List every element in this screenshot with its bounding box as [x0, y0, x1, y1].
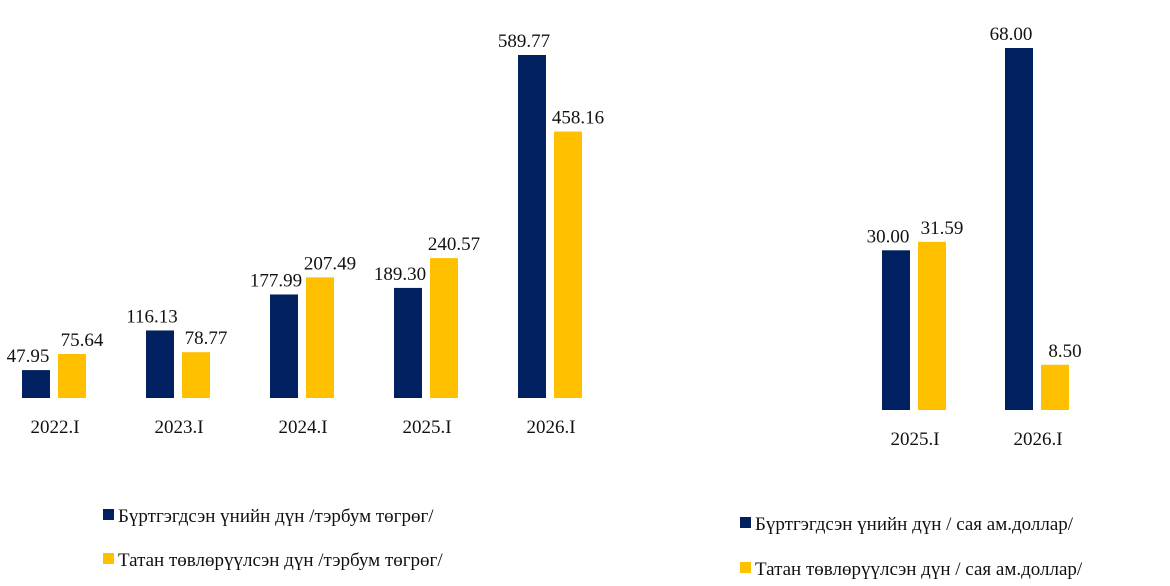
data-label: 31.59 — [921, 218, 964, 239]
bar — [306, 277, 334, 398]
legend-swatch — [740, 517, 751, 528]
legend-label: Бүртгэгдсэн үнийн дүн /тэрбум төгрөг/ — [118, 506, 434, 527]
x-tick-label: 2023.I — [154, 417, 203, 438]
legend-swatch — [103, 553, 114, 564]
data-label: 8.50 — [1048, 341, 1081, 362]
legend-swatch — [103, 509, 114, 520]
data-label: 30.00 — [867, 226, 910, 247]
x-tick-label: 2024.I — [278, 417, 327, 438]
legend-label: Татан төвлөрүүлсэн дүн /тэрбум төгрөг/ — [118, 550, 443, 571]
data-label: 177.99 — [250, 270, 302, 291]
legend-label: Татан төвлөрүүлсэн дүн / сая ам.доллар/ — [755, 559, 1083, 580]
bar — [146, 330, 174, 398]
x-tick-label: 2025.I — [890, 429, 939, 450]
bar — [22, 370, 50, 398]
bar — [182, 352, 210, 398]
bar — [1041, 364, 1069, 410]
data-label: 207.49 — [304, 253, 356, 274]
data-label: 589.77 — [498, 31, 550, 52]
data-label: 47.95 — [7, 346, 50, 367]
legend-label: Бүртгэгдсэн үнийн дүн / сая ам.доллар/ — [755, 514, 1074, 535]
bar — [58, 354, 86, 398]
bar — [518, 55, 546, 398]
bar — [882, 250, 910, 410]
bar — [554, 131, 582, 398]
data-label: 75.64 — [61, 330, 104, 351]
legend-swatch — [740, 562, 751, 573]
bar — [430, 258, 458, 398]
data-label: 116.13 — [126, 306, 178, 327]
x-tick-label: 2022.I — [30, 417, 79, 438]
data-label: 78.77 — [185, 328, 228, 349]
data-label: 240.57 — [428, 234, 480, 255]
x-tick-label: 2026.I — [1013, 429, 1062, 450]
data-label: 189.30 — [374, 264, 426, 285]
data-label: 458.16 — [552, 108, 604, 129]
bar — [918, 241, 946, 410]
bar — [394, 287, 422, 398]
data-label: 68.00 — [990, 24, 1033, 45]
x-tick-label: 2026.I — [526, 417, 575, 438]
bar — [270, 294, 298, 398]
bar — [1005, 48, 1033, 410]
x-tick-label: 2025.I — [402, 417, 451, 438]
